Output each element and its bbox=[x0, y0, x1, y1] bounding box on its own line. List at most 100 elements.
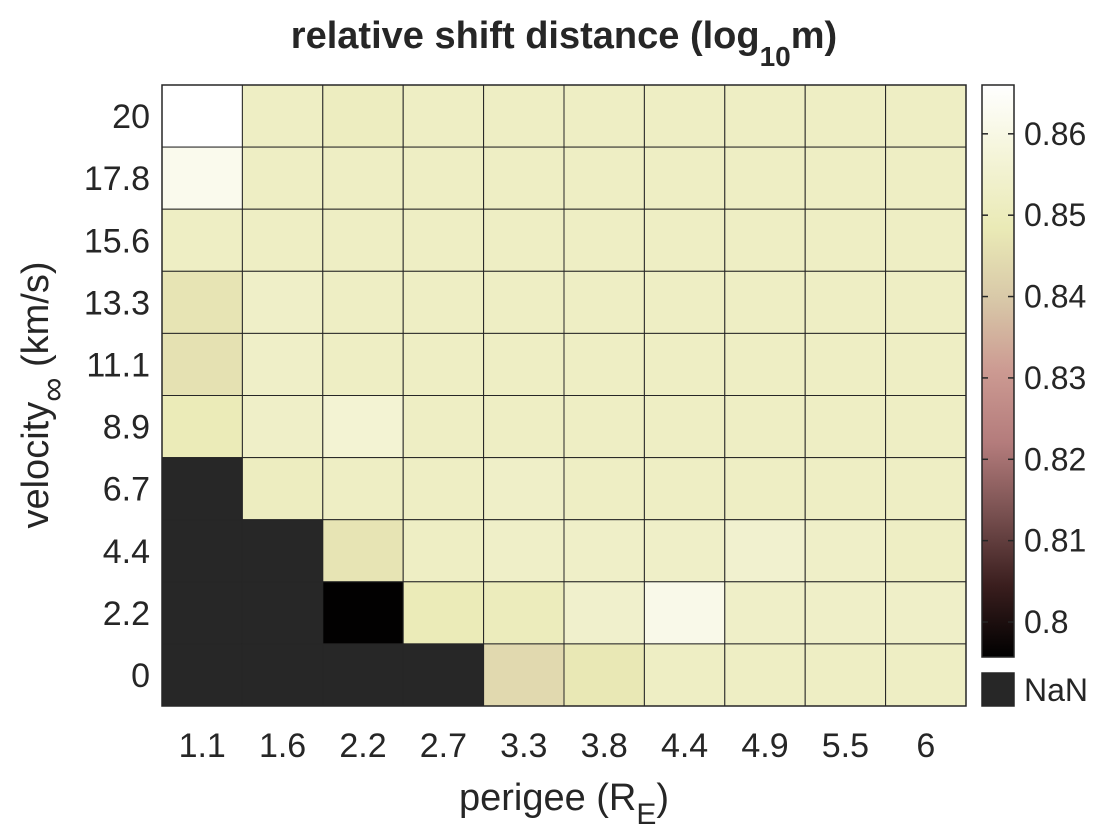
heatmap-cell bbox=[885, 208, 967, 272]
colorbar-tick-label: 0.84 bbox=[1024, 279, 1086, 315]
heatmap-cell bbox=[563, 332, 645, 396]
heatmap-cell bbox=[724, 270, 806, 334]
heatmap-cell bbox=[402, 84, 485, 148]
heatmap-cell bbox=[322, 519, 404, 583]
heatmap-cell bbox=[804, 208, 887, 272]
heatmap-cell bbox=[241, 146, 324, 210]
heatmap-cell bbox=[483, 84, 565, 148]
heatmap-cell bbox=[885, 332, 967, 396]
heatmap-cell bbox=[161, 519, 243, 583]
x-tick-labels: 1.1 1.6 2.2 2.7 3.3 3.8 4.4 4.9 5.5 6 bbox=[179, 727, 936, 765]
heatmap-cell bbox=[885, 146, 967, 210]
heatmap-cell bbox=[241, 643, 324, 707]
y-tick-label: 20 bbox=[112, 98, 150, 136]
x-tick-label: 2.7 bbox=[420, 727, 467, 765]
y-tick-label: 2.2 bbox=[103, 595, 150, 633]
colorbar-tick-label: 0.85 bbox=[1024, 197, 1086, 233]
heatmap-cell bbox=[643, 332, 726, 396]
colorbar-tick-label: 0.82 bbox=[1024, 441, 1086, 477]
heatmap-cell bbox=[241, 395, 324, 459]
heatmap-cell bbox=[885, 581, 967, 645]
heatmap-cell bbox=[161, 581, 243, 645]
x-tick-label: 4.4 bbox=[661, 727, 708, 765]
heatmap-cell bbox=[402, 146, 485, 210]
heatmap-cell bbox=[724, 519, 806, 583]
y-tick-label: 15.6 bbox=[84, 222, 150, 260]
x-tick-label: 3.8 bbox=[581, 727, 628, 765]
x-tick-label: 1.1 bbox=[179, 727, 226, 765]
heatmap-cell bbox=[161, 84, 243, 148]
heatmap-cell bbox=[563, 395, 645, 459]
heatmap-cell bbox=[563, 457, 645, 521]
heatmap-cell bbox=[241, 208, 324, 272]
heatmap-cell bbox=[563, 581, 645, 645]
y-axis-label: velocity∞ (km/s) bbox=[15, 261, 72, 528]
heatmap-cell bbox=[643, 457, 726, 521]
heatmap-cell bbox=[402, 519, 485, 583]
heatmap-cell bbox=[241, 581, 324, 645]
heatmap-cell bbox=[241, 270, 324, 334]
heatmap-cell bbox=[804, 581, 887, 645]
nan-legend-swatch bbox=[981, 672, 1015, 707]
heatmap-cell bbox=[402, 457, 485, 521]
y-tick-label: 6.7 bbox=[103, 471, 150, 509]
heatmap-cell bbox=[161, 395, 243, 459]
heatmap-cell bbox=[161, 332, 243, 396]
heatmap-cell bbox=[322, 84, 404, 148]
heatmap-cell bbox=[322, 581, 404, 645]
heatmap-cell bbox=[483, 643, 565, 707]
heatmap-cell bbox=[643, 581, 726, 645]
heatmap-cell bbox=[563, 270, 645, 334]
heatmap-cell bbox=[322, 643, 404, 707]
heatmap-cell bbox=[885, 643, 967, 707]
colorbar-ticks: 0.8 0.81 0.82 0.83 0.84 0.85 0.86 bbox=[982, 116, 1086, 640]
y-tick-label: 17.8 bbox=[84, 160, 150, 198]
heatmap-cell bbox=[643, 208, 726, 272]
heatmap-cell bbox=[804, 457, 887, 521]
heatmap-cell bbox=[161, 208, 243, 272]
y-tick-label: 13.3 bbox=[84, 284, 150, 322]
heatmap-cell bbox=[885, 84, 967, 148]
heatmap-cell bbox=[885, 270, 967, 334]
heatmap-cell bbox=[322, 332, 404, 396]
heatmap-cell bbox=[724, 457, 806, 521]
heatmap-cell bbox=[885, 395, 967, 459]
heatmap-cell bbox=[724, 643, 806, 707]
plot-frame bbox=[161, 84, 967, 707]
heatmap-cell bbox=[724, 84, 806, 148]
heatmap-cell bbox=[241, 84, 324, 148]
heatmap-cell bbox=[804, 643, 887, 707]
heatmap-cell bbox=[483, 270, 565, 334]
y-tick-label: 8.9 bbox=[103, 409, 150, 447]
colorbar-tick-label: 0.83 bbox=[1024, 360, 1086, 396]
heatmap-cell bbox=[563, 643, 645, 707]
heatmap-cell bbox=[804, 519, 887, 583]
heatmap-cell bbox=[483, 581, 565, 645]
x-tick-label: 6 bbox=[916, 727, 935, 765]
colorbar-tick-label: 0.8 bbox=[1024, 604, 1068, 640]
heatmap-cell bbox=[804, 84, 887, 148]
heatmap-cell bbox=[402, 643, 485, 707]
heatmap-cell bbox=[241, 457, 324, 521]
nan-legend-label: NaN bbox=[1024, 672, 1088, 708]
heatmap-cell bbox=[563, 84, 645, 148]
x-tick-label: 1.6 bbox=[259, 727, 306, 765]
heatmap-cell bbox=[483, 519, 565, 583]
heatmap-cell bbox=[643, 84, 726, 148]
heatmap-cell bbox=[402, 581, 485, 645]
heatmap-cell bbox=[563, 519, 645, 583]
x-tick-label: 5.5 bbox=[822, 727, 869, 765]
heatmap-cell bbox=[643, 146, 726, 210]
heatmap-cell bbox=[804, 332, 887, 396]
x-tick-label: 4.9 bbox=[741, 727, 788, 765]
x-tick-label: 3.3 bbox=[500, 727, 547, 765]
chart-title: relative shift distance (log10m) bbox=[291, 15, 837, 72]
heatmap-cell bbox=[402, 332, 485, 396]
heatmap-cell bbox=[724, 395, 806, 459]
heatmap-cell bbox=[241, 519, 324, 583]
heatmap-cell bbox=[483, 457, 565, 521]
heatmap-cell bbox=[643, 395, 726, 459]
y-tick-label: 4.4 bbox=[103, 533, 150, 571]
heatmap-cell bbox=[643, 643, 726, 707]
